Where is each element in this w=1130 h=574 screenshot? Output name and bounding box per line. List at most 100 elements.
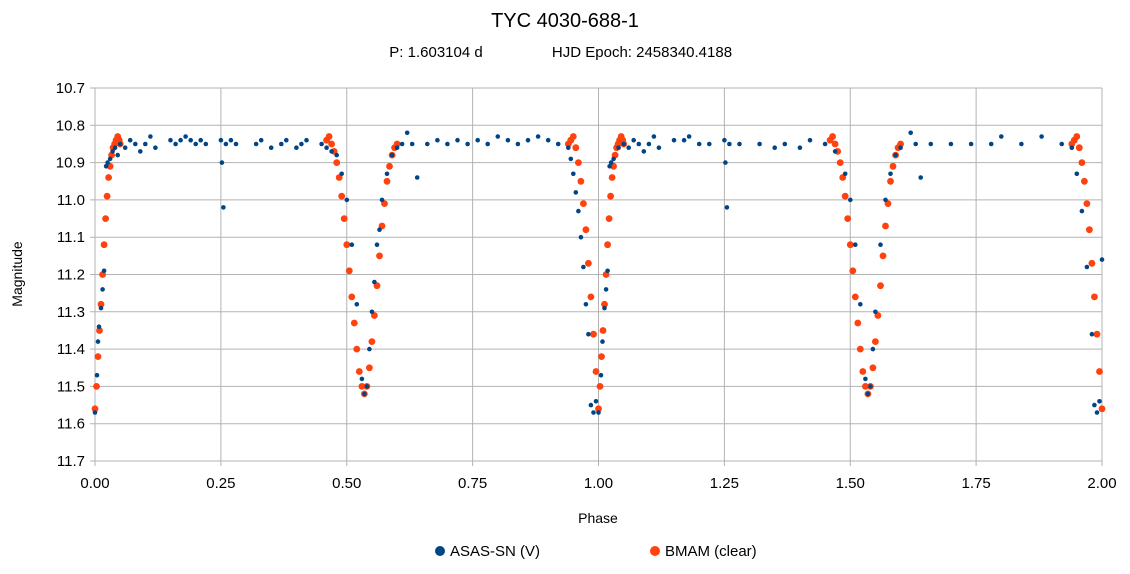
asas-sn-point: [1089, 331, 1095, 337]
bmam-point: [585, 259, 592, 267]
x-axis-label: Phase: [578, 510, 618, 526]
asas-sn-point: [621, 141, 626, 147]
asas-sn-point: [727, 141, 732, 147]
asas-sn-point: [409, 141, 415, 147]
x-tick-label: 0.00: [80, 475, 109, 492]
asas-sn-point: [465, 141, 470, 147]
legend: ASAS-SN (V) BMAM (clear): [435, 543, 757, 560]
asas-sn-point: [404, 130, 410, 136]
asas-sn-point: [878, 242, 883, 247]
asas-sn-point: [143, 141, 148, 147]
asas-sn-point: [304, 137, 309, 143]
x-axis-ticks: 0.00 0.25 0.50 0.75 1.00 1.25 1.50 1.75 2.00: [80, 475, 1116, 492]
asas-sn-point: [253, 141, 259, 147]
asas-sn-point: [92, 410, 98, 415]
asas-sn-point: [367, 346, 372, 352]
bmam-point: [353, 345, 361, 353]
y-tick-label: 10.7: [56, 80, 85, 97]
asas-sn-point: [1084, 264, 1090, 270]
asas-sn-point: [596, 410, 601, 415]
chart-title: TYC 4030-688-1: [491, 10, 639, 32]
bmam-point: [333, 159, 341, 167]
asas-sn-point: [611, 156, 616, 162]
bmam-point: [572, 144, 580, 152]
asas-sn-point: [294, 145, 299, 150]
asas-sn-point: [918, 175, 923, 180]
bmam-point: [599, 327, 607, 334]
bmam-point: [97, 300, 105, 308]
asas-sn-point: [948, 141, 954, 147]
bmam-point: [1093, 330, 1101, 338]
asas-sn-point: [576, 208, 581, 214]
asas-sn-point: [603, 287, 609, 292]
bmam-point: [598, 353, 605, 360]
x-tick-label: 2.00: [1087, 475, 1116, 492]
asas-sn-point: [377, 227, 382, 232]
asas-sn-point: [173, 141, 178, 147]
asas-sn-point: [571, 171, 576, 177]
asas-sn-point: [535, 134, 541, 139]
asas-sn-point: [98, 305, 104, 311]
asas-sn-point: [153, 145, 158, 150]
x-tick-label: 1.75: [962, 475, 991, 492]
bmam-point: [879, 252, 887, 260]
asas-sn-point: [832, 149, 838, 154]
bmam-point: [862, 383, 869, 390]
bmam-point: [340, 215, 348, 223]
asas-sn-point: [772, 145, 777, 150]
bmam-point: [854, 319, 862, 327]
y-tick-label: 11.6: [57, 416, 85, 433]
asas-sn-point: [284, 137, 289, 143]
asas-sn-point: [339, 171, 345, 177]
asas-sn-point: [349, 242, 355, 247]
asas-sn-point: [110, 149, 115, 154]
asas-sn-point: [279, 141, 284, 147]
asas-sn-point: [319, 141, 324, 147]
bmam-point: [575, 159, 582, 167]
bmam-point: [580, 200, 587, 208]
bmam-point: [343, 241, 351, 249]
asas-sn-point: [1039, 134, 1044, 139]
asas-sn-point: [581, 264, 586, 270]
asas-sn-point: [737, 141, 742, 147]
asas-sn-point: [203, 141, 209, 147]
asas-sn-point: [219, 160, 225, 165]
bmam-point: [841, 192, 849, 200]
bmam-point: [851, 293, 859, 301]
asas-sn-point: [893, 152, 898, 158]
asas-sn-point: [374, 242, 380, 247]
period-subtitle: P: 1.603104 d: [389, 44, 482, 61]
asas-sn-point: [868, 384, 873, 389]
asas-sn-point: [545, 137, 551, 143]
bmam-point: [328, 140, 335, 148]
legend-label-asas-sn: ASAS-SN (V): [450, 543, 540, 560]
asas-sn-point: [445, 141, 450, 147]
epoch-subtitle: HJD Epoch: 2458340.4188: [552, 44, 732, 61]
bmam-point: [569, 133, 577, 140]
asas-sn-point: [757, 141, 762, 147]
legend-marker-asas-sn: [435, 546, 445, 556]
bmam-point: [877, 282, 884, 290]
bmam-point: [605, 215, 613, 223]
asas-sn-point: [178, 137, 183, 143]
asas-sn-point: [568, 156, 574, 162]
asas-sn-point: [631, 137, 636, 143]
asas-sn-point: [258, 137, 264, 143]
bmam-point: [604, 241, 611, 249]
asas-sn-point: [600, 339, 605, 344]
bmam-point: [607, 192, 614, 200]
asas-sn-point: [344, 197, 350, 203]
y-tick-label: 11.4: [57, 341, 85, 358]
bmam-point: [1096, 368, 1103, 375]
bmam-point: [368, 338, 376, 345]
bmam-point: [590, 330, 597, 338]
bmam-point: [872, 338, 879, 345]
asas-sn-point: [1059, 141, 1064, 147]
asas-sn-point: [651, 134, 657, 139]
asas-sn-point: [379, 197, 385, 203]
asas-sn-point: [1079, 208, 1085, 214]
bmam-point: [592, 368, 600, 375]
asas-sn-point: [722, 137, 727, 143]
y-axis-label: Magnitude: [9, 241, 25, 307]
